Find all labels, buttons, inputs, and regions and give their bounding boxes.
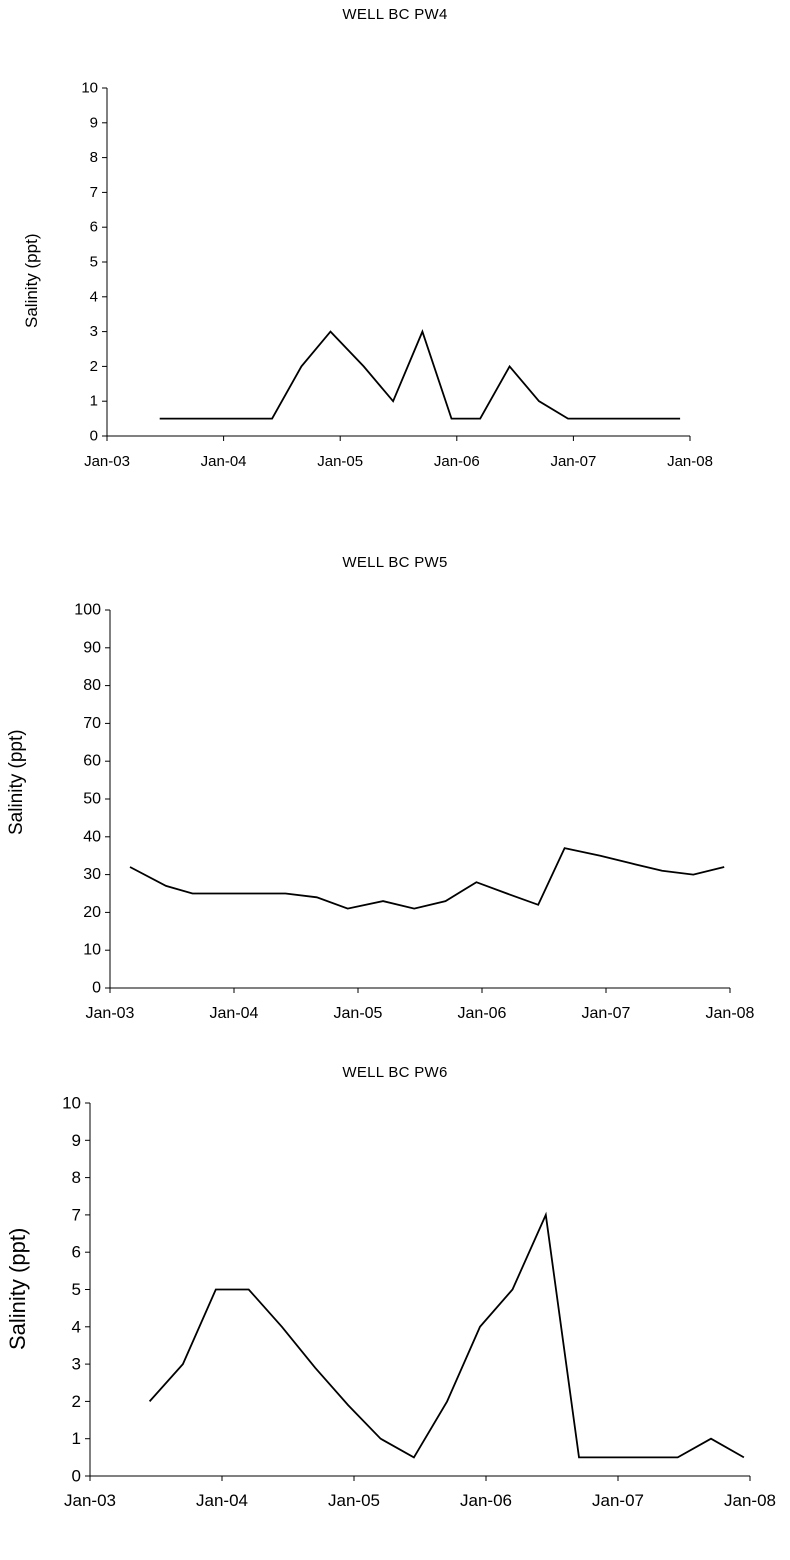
y-tick-label: 6: [72, 1243, 81, 1262]
x-tick-label: Jan-05: [334, 1005, 383, 1022]
y-tick-label: 0: [92, 980, 101, 997]
x-tick-label: Jan-03: [64, 1491, 116, 1510]
y-tick-label: 10: [62, 1094, 81, 1113]
chart-pw6: WELL BC PW6 Salinity (ppt) 0 1 2 3 4 5 6 7 8 9 10 J…: [0, 1040, 790, 1560]
x-tick-label: Jan-03: [86, 1005, 135, 1022]
plot-area: 0 10 20 30 40 50 60 70 80 90 100 Jan-03 Jan-04 Jan-05…: [74, 602, 755, 1023]
y-tick-label: 90: [83, 639, 101, 656]
y-tick-label: 10: [83, 942, 101, 959]
y-tick-label: 80: [83, 677, 101, 694]
y-tick-label: 9: [90, 114, 98, 131]
y-tick-label: 0: [72, 1467, 81, 1486]
y-tick-label: 3: [90, 323, 98, 340]
y-tick-label: 3: [72, 1355, 81, 1374]
series-line: [129, 847, 725, 910]
x-tick-label: Jan-08: [667, 453, 713, 470]
x-tick-label: Jan-05: [328, 1491, 380, 1510]
x-tick-label: Jan-07: [582, 1005, 631, 1022]
y-tick-label: 2: [90, 358, 98, 375]
y-tick-label: 8: [90, 149, 98, 166]
plot-area: 0 1 2 3 4 5 6 7 8 9 10 Jan-03 Jan-04 Jan-05 Jan-06 Jan-…: [81, 80, 713, 471]
plot-area: 0 1 2 3 4 5 6 7 8 9 10 Jan-03 Jan-04 Jan-05 Jan-06 Jan-…: [62, 1094, 776, 1511]
y-tick-label: 9: [72, 1131, 81, 1150]
y-tick-label: 4: [90, 288, 98, 305]
y-tick-label: 50: [83, 791, 101, 808]
x-tick-label: Jan-08: [706, 1005, 755, 1022]
y-tick-label: 8: [72, 1168, 81, 1187]
y-tick-label: 40: [83, 828, 101, 845]
y-tick-label: 70: [83, 715, 101, 732]
y-tick-label: 60: [83, 753, 101, 770]
y-tick-label: 7: [90, 184, 98, 201]
x-tick-label: Jan-07: [592, 1491, 644, 1510]
y-tick-label: 0: [90, 428, 98, 445]
x-tick-label: Jan-05: [317, 453, 363, 470]
x-tick-label: Jan-04: [210, 1005, 259, 1022]
x-tick-label: Jan-04: [196, 1491, 248, 1510]
chart-pw4: WELL BC PW4 Salinity (ppt) 0 1 2 3 4 5 6 7 8 9 10 J…: [0, 0, 790, 500]
y-tick-label: 5: [90, 254, 98, 271]
y-tick-label: 2: [72, 1392, 81, 1411]
y-tick-label: 1: [72, 1429, 81, 1448]
series-line: [148, 1211, 745, 1459]
x-tick-label: Jan-06: [434, 453, 480, 470]
x-tick-label: Jan-06: [460, 1491, 512, 1510]
y-tick-label: 1: [90, 393, 98, 410]
series-line: [159, 329, 681, 420]
y-tick-label: 7: [72, 1205, 81, 1224]
chart-title: WELL BC PW6: [342, 1064, 448, 1081]
y-tick-label: 4: [72, 1317, 81, 1336]
x-tick-label: Jan-03: [84, 453, 130, 470]
y-tick-label: 10: [81, 80, 98, 97]
x-tick-label: Jan-07: [550, 453, 596, 470]
y-tick-label: 6: [90, 219, 98, 236]
x-tick-label: Jan-04: [201, 453, 247, 470]
chart-pw5: WELL BC PW5 Salinity (ppt) 0 10 20 30 40 50 60…: [0, 510, 790, 1030]
y-tick-label: 30: [83, 866, 101, 883]
x-tick-label: Jan-08: [724, 1491, 776, 1510]
chart-title: WELL BC PW4: [342, 6, 448, 23]
x-tick-label: Jan-06: [458, 1005, 507, 1022]
y-tick-label: 100: [74, 602, 101, 619]
chart-title: WELL BC PW5: [342, 554, 448, 571]
y-tick-label: 5: [72, 1280, 81, 1299]
y-tick-label: 20: [83, 904, 101, 921]
